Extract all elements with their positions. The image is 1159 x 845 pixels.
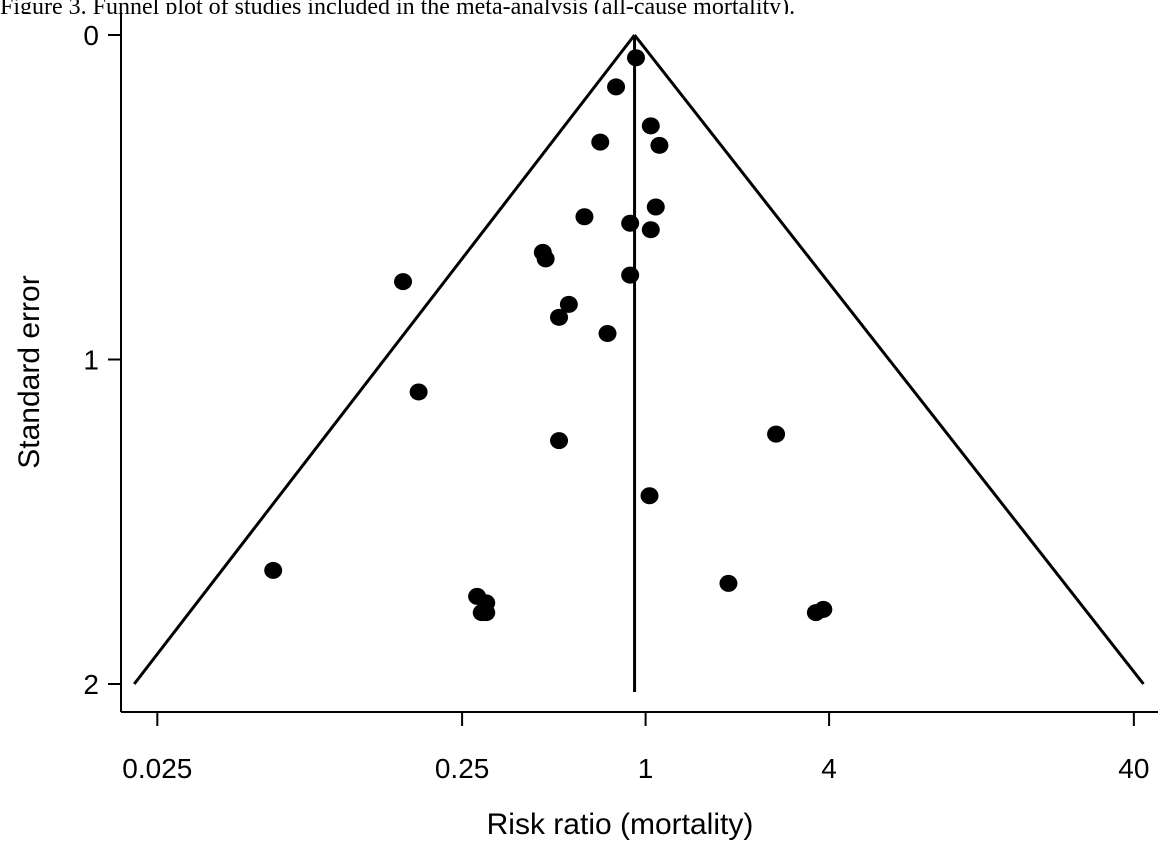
data-point-5 bbox=[650, 136, 669, 154]
data-point-17 bbox=[409, 383, 428, 401]
funnel-right-limit bbox=[633, 34, 1145, 685]
x-tick-label-40: 40 bbox=[1118, 753, 1149, 784]
data-point-21 bbox=[264, 561, 283, 579]
data-point-12 bbox=[621, 266, 640, 284]
funnel-left-limit bbox=[133, 34, 636, 685]
data-point-9 bbox=[641, 221, 660, 239]
data-point-11 bbox=[536, 250, 555, 268]
y-axis: 0 1 2 bbox=[83, 12, 122, 712]
data-point-6 bbox=[646, 198, 665, 216]
data-point-28 bbox=[814, 600, 833, 618]
x-axis-title: Risk ratio (mortality) bbox=[487, 808, 754, 841]
x-tick-label-0.25: 0.25 bbox=[435, 753, 490, 784]
x-axis: 0.025 0.25 1 4 40 bbox=[121, 711, 1158, 784]
data-point-4 bbox=[591, 133, 610, 151]
x-tick-label-0.025: 0.025 bbox=[122, 753, 192, 784]
study-points bbox=[264, 49, 833, 622]
x-tick-label-1: 1 bbox=[638, 753, 654, 784]
y-tick-label-2: 2 bbox=[83, 669, 99, 700]
data-point-8 bbox=[621, 214, 640, 232]
data-point-22 bbox=[719, 574, 738, 592]
data-point-20 bbox=[640, 487, 659, 505]
funnel-limits bbox=[133, 34, 1145, 685]
data-point-16 bbox=[598, 325, 617, 343]
data-point-3 bbox=[641, 117, 660, 135]
data-point-2 bbox=[607, 78, 626, 96]
y-axis-title: Standard error bbox=[13, 275, 46, 468]
data-point-15 bbox=[550, 308, 569, 326]
figure-caption: Figure 3. Funnel plot of studies include… bbox=[0, 0, 796, 14]
y-tick-label-0: 0 bbox=[83, 20, 99, 51]
data-point-7 bbox=[575, 208, 594, 226]
data-point-1 bbox=[626, 49, 645, 67]
data-point-13 bbox=[394, 273, 413, 291]
data-point-26 bbox=[477, 604, 496, 622]
x-tick-label-4: 4 bbox=[821, 753, 837, 784]
data-point-18 bbox=[767, 425, 786, 443]
y-tick-label-1: 1 bbox=[83, 345, 99, 376]
data-point-19 bbox=[550, 432, 569, 450]
data-point-14 bbox=[559, 295, 578, 313]
